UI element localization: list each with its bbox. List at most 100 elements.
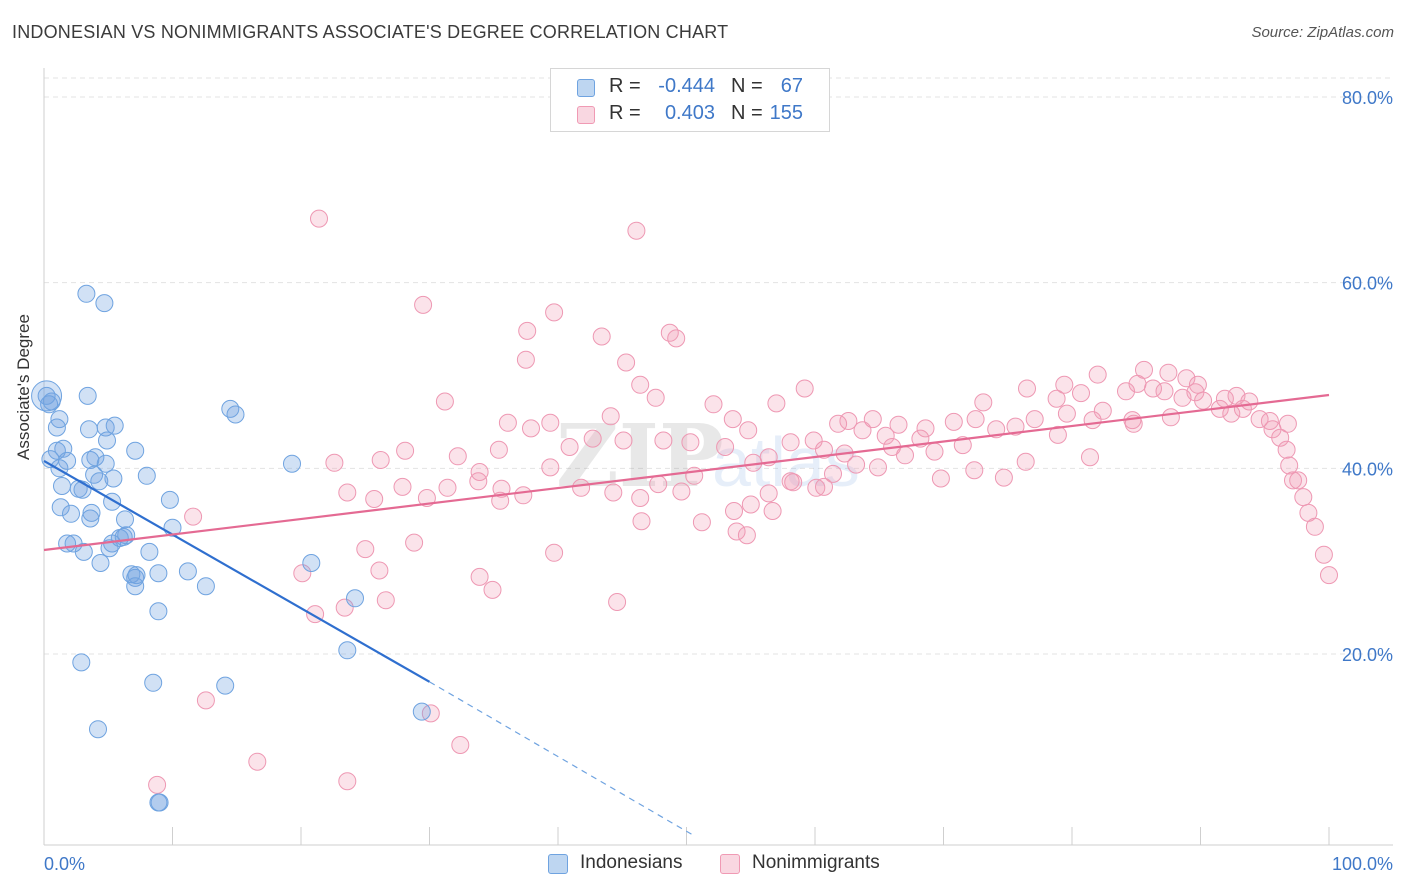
data-point [692, 513, 711, 532]
legend-r-value: 0.403 [664, 102, 715, 124]
data-point [421, 704, 440, 723]
data-point [572, 478, 591, 497]
data-point [1018, 379, 1036, 398]
data-point [704, 395, 723, 414]
data-point [1240, 392, 1259, 411]
data-point [302, 554, 321, 572]
data-point [346, 589, 364, 608]
data-point [1081, 448, 1099, 467]
y-tick-label: 40.0% [1342, 459, 1393, 479]
data-point [667, 329, 686, 348]
data-point [1177, 369, 1196, 388]
data-point [105, 416, 124, 435]
data-point [1277, 440, 1296, 459]
data-point [795, 379, 814, 398]
data-point [516, 350, 535, 369]
data-point [889, 415, 908, 434]
data-point [545, 543, 564, 562]
data-point [1155, 382, 1174, 401]
data-point [47, 418, 66, 437]
data-point-large [31, 380, 63, 412]
data-point [216, 676, 235, 695]
data-point [784, 473, 803, 492]
y-tick-label: 80.0% [1342, 88, 1393, 108]
chart-title: INDONESIAN VS NONIMMIGRANTS ASSOCIATE'S … [12, 22, 729, 42]
series-indonesians [31, 284, 431, 812]
data-point [365, 490, 384, 508]
data-point [869, 458, 887, 477]
y-axis-label: Associate's Degree [14, 314, 33, 460]
data-point [1159, 363, 1178, 382]
data-point [617, 353, 636, 372]
data-point [91, 554, 110, 572]
data-point [126, 441, 145, 460]
data-point [631, 489, 650, 507]
data-point [196, 691, 215, 710]
data-point [414, 295, 433, 314]
data-point [77, 284, 96, 303]
data-point [451, 736, 470, 754]
data-point [541, 458, 560, 477]
data-point [545, 303, 564, 322]
data-point [62, 504, 80, 523]
legend-swatch-indonesians [548, 854, 568, 874]
data-point [1263, 420, 1282, 439]
legend-n-label: N = [731, 75, 763, 97]
legend-r-label: R = [609, 102, 641, 124]
data-point [944, 412, 963, 431]
data-point [81, 509, 100, 528]
data-point [393, 477, 412, 496]
data-point [144, 673, 163, 692]
data-point [78, 386, 97, 405]
trend-line-nonimmigrants [43, 393, 1330, 552]
data-point [1305, 517, 1324, 536]
legend-swatch-nonimmigrants [577, 106, 595, 124]
data-point [370, 561, 389, 580]
data-point [614, 431, 633, 450]
data-point [974, 393, 993, 412]
data-point [627, 221, 646, 240]
data-point [759, 484, 778, 503]
data-point [95, 294, 114, 313]
data-point [583, 429, 602, 448]
data-point [716, 438, 735, 456]
data-point [51, 498, 70, 517]
data-point [53, 477, 71, 495]
data-point [310, 209, 328, 228]
data-point [89, 720, 107, 739]
data-point [90, 472, 109, 491]
data-point [74, 542, 93, 561]
data-point [489, 440, 508, 459]
data-point [672, 482, 691, 501]
series-nonimmigrants [148, 209, 1338, 794]
data-point [1314, 545, 1333, 564]
data-point [739, 421, 758, 440]
data-point [127, 566, 146, 585]
data-point [448, 447, 467, 466]
data-point [150, 793, 169, 812]
data-point [1294, 488, 1313, 507]
data-point [338, 772, 357, 791]
legend-swatch-indonesians [577, 79, 595, 97]
data-point [1093, 401, 1112, 420]
legend-label-indonesians: Indonesians [580, 852, 683, 873]
data-point [966, 410, 985, 429]
data-point [98, 431, 116, 450]
data-point [632, 512, 651, 531]
data-point [498, 413, 517, 432]
data-point [741, 495, 760, 514]
data-point [116, 510, 134, 529]
data-point [1186, 383, 1205, 402]
data-point [767, 394, 786, 413]
data-point [1280, 456, 1299, 475]
data-point [325, 453, 344, 472]
data-point [804, 431, 823, 450]
data-point [723, 410, 742, 429]
data-point [356, 540, 375, 559]
data-point [81, 451, 100, 469]
legend-n-value: 67 [780, 75, 803, 97]
tick-labels: 20.0% 40.0% 60.0% 80.0% 0.0% 100.0% [44, 88, 1393, 874]
data-point [965, 461, 984, 480]
data-point [96, 418, 115, 437]
